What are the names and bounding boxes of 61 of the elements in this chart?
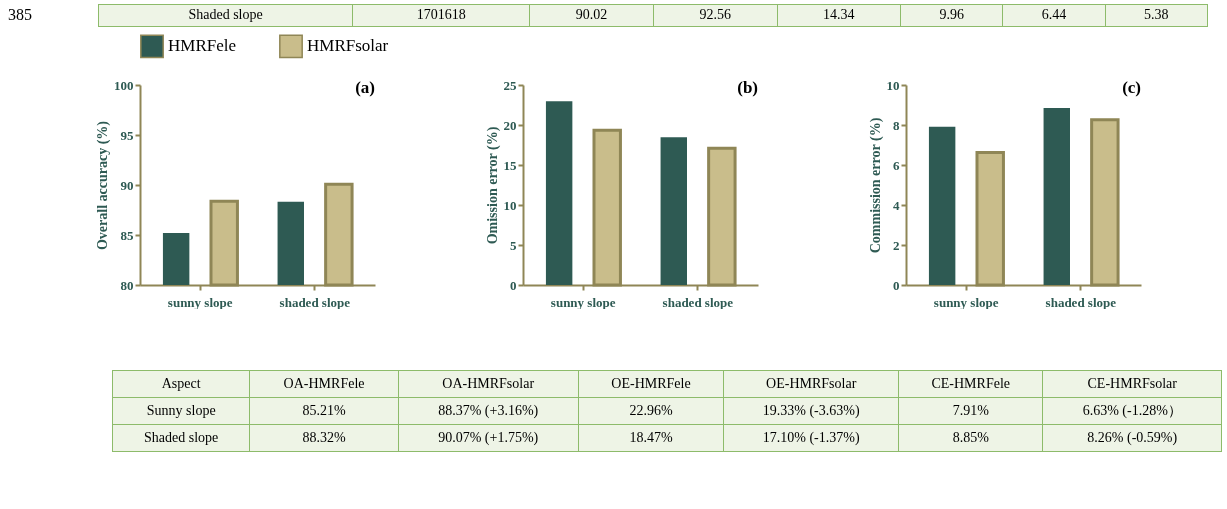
text: Shaded slope xyxy=(112,424,250,452)
chart-title: (c) xyxy=(1122,78,1141,97)
y-tick-label: 10 xyxy=(886,77,900,93)
text: 9.96 xyxy=(900,4,1003,26)
text: 7.91% xyxy=(898,397,1043,425)
y-tick-label: 100 xyxy=(114,77,134,93)
x-tick-label: shaded slope xyxy=(1045,294,1117,310)
text: 90.07% (+1.75%) xyxy=(398,424,579,452)
text: 19.33% (-3.63%) xyxy=(723,397,899,425)
y-tick-label: 10 xyxy=(503,197,517,213)
chart-title: (a) xyxy=(355,78,375,97)
x-tick-label: sunny slope xyxy=(933,294,999,310)
y-tick-label: 95 xyxy=(120,127,134,143)
y-axis-title: Omission error (%) xyxy=(484,126,501,245)
text: 1701618 xyxy=(352,4,530,26)
text: 17.10% (-1.37%) xyxy=(723,424,899,452)
y-tick-label: 15 xyxy=(503,157,517,173)
text: 6.63% (-1.28%） xyxy=(1042,397,1222,425)
y-axis-title: Commission error (%) xyxy=(867,117,884,254)
text: 92.56 xyxy=(653,4,778,26)
text: Sunny slope xyxy=(112,397,250,425)
x-tick-label: sunny slope xyxy=(550,294,616,310)
y-tick-label: 0 xyxy=(510,277,517,293)
text: Aspect xyxy=(112,370,250,398)
y-tick-label: 85 xyxy=(120,227,134,243)
text: 6.44 xyxy=(1002,4,1106,26)
text: OA-HMRFele xyxy=(249,370,399,398)
legend-label: HMRFele xyxy=(168,36,236,56)
text: Shaded slope xyxy=(98,4,353,26)
text: 8.26% (-0.59%) xyxy=(1042,424,1222,452)
x-tick-label: shaded slope xyxy=(662,294,734,310)
y-tick-label: 6 xyxy=(893,157,900,173)
y-tick-label: 80 xyxy=(120,277,134,293)
text: 385 xyxy=(7,6,33,24)
text: 18.47% xyxy=(578,424,724,452)
text: OA-HMRFsolar xyxy=(398,370,579,398)
text: 88.32% xyxy=(249,424,399,452)
chart-title: (b) xyxy=(737,78,758,97)
text: 88.37% (+3.16%) xyxy=(398,397,579,425)
text: 90.02 xyxy=(529,4,654,26)
text: OE-HMRFele xyxy=(578,370,724,398)
x-tick-label: sunny slope xyxy=(167,294,233,310)
y-tick-label: 5 xyxy=(510,237,517,253)
text: 14.34 xyxy=(777,4,901,26)
text: 8.85% xyxy=(898,424,1043,452)
y-tick-label: 20 xyxy=(503,117,517,133)
y-tick-label: 0 xyxy=(893,277,900,293)
y-tick-label: 2 xyxy=(893,237,900,253)
text: CE-HMRFele xyxy=(898,370,1043,398)
text: 85.21% xyxy=(249,397,399,425)
x-tick-label: shaded slope xyxy=(279,294,351,310)
y-tick-label: 90 xyxy=(120,177,134,193)
y-axis-title: Overall accuracy (%) xyxy=(95,120,111,251)
text: 22.96% xyxy=(578,397,724,425)
y-tick-label: 25 xyxy=(503,77,517,93)
text: OE-HMRFsolar xyxy=(723,370,899,398)
text: CE-HMRFsolar xyxy=(1042,370,1222,398)
y-tick-label: 8 xyxy=(893,117,900,133)
y-tick-label: 4 xyxy=(893,197,900,213)
text: 5.38 xyxy=(1105,4,1208,26)
legend-label: HMRFsolar xyxy=(307,36,389,56)
